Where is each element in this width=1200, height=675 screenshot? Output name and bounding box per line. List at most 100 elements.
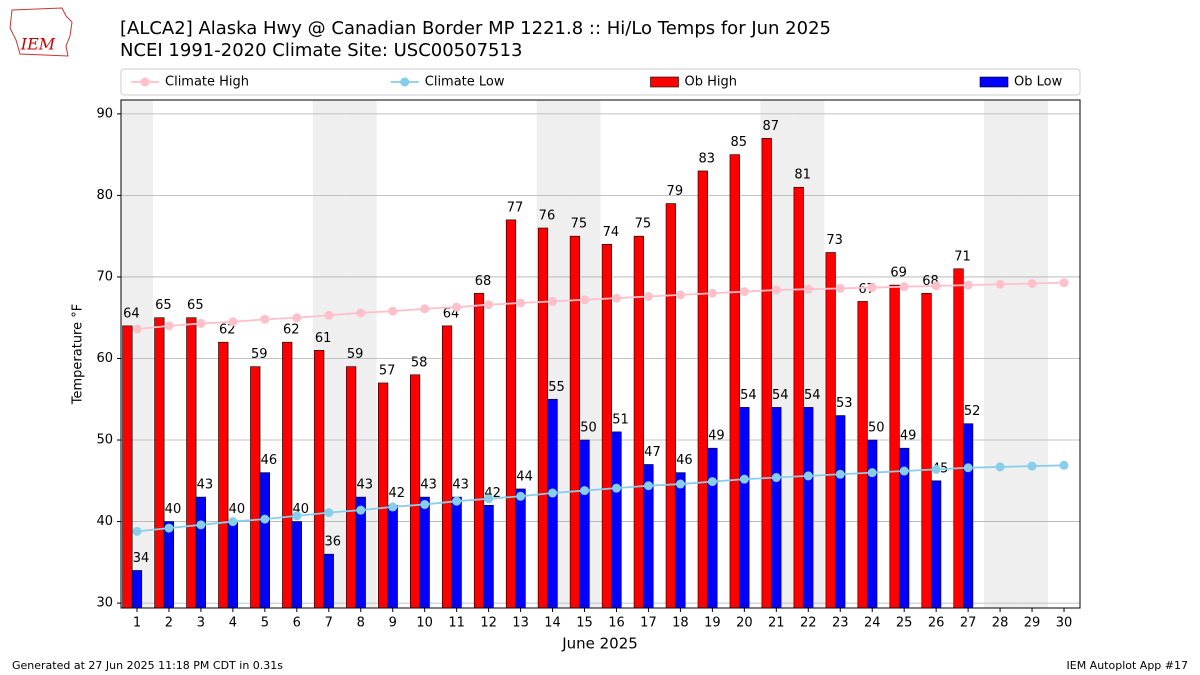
line-marker — [995, 279, 1005, 289]
data-label: 73 — [826, 233, 843, 248]
x-tick-label: 1 — [133, 616, 141, 631]
line-marker — [228, 517, 238, 527]
line-marker — [899, 466, 909, 476]
bar — [729, 154, 740, 609]
data-label: 79 — [667, 184, 684, 199]
line-marker — [803, 284, 813, 294]
bar — [857, 301, 868, 609]
bar — [675, 472, 686, 609]
weekend-shade — [984, 100, 1017, 608]
bar — [835, 415, 846, 609]
data-label: 40 — [229, 502, 246, 517]
line-marker — [484, 300, 494, 310]
bar — [697, 170, 708, 609]
data-label: 44 — [516, 469, 533, 484]
data-label: 53 — [836, 396, 853, 411]
line-marker — [675, 479, 685, 489]
line-marker — [516, 298, 526, 308]
y-tick-label: 40 — [96, 514, 113, 529]
data-label: 62 — [283, 323, 300, 338]
bar — [483, 504, 494, 609]
line-marker — [484, 494, 494, 504]
data-label: 47 — [644, 445, 661, 460]
bar — [537, 227, 549, 609]
plot-frame — [120, 99, 1081, 609]
legend-label: Ob Low — [1014, 75, 1063, 90]
line-marker — [803, 471, 813, 481]
data-label: 43 — [452, 478, 469, 493]
x-tick-label: 17 — [640, 616, 657, 631]
line-marker — [164, 523, 174, 533]
line-marker — [771, 473, 781, 483]
line-marker — [164, 321, 174, 331]
x-tick-label: 4 — [229, 616, 237, 631]
data-label: 50 — [868, 421, 885, 436]
line-marker — [548, 488, 558, 498]
line-marker — [292, 313, 302, 323]
data-label: 75 — [635, 217, 652, 232]
logo-outline — [9, 7, 73, 57]
bar — [921, 292, 932, 609]
x-tick-label: 7 — [325, 616, 333, 631]
bar — [250, 366, 261, 609]
data-label: 87 — [762, 119, 779, 134]
x-tick-label: 14 — [544, 616, 561, 631]
data-label: 65 — [155, 298, 172, 313]
data-label: 75 — [571, 217, 588, 232]
data-label: 50 — [580, 421, 597, 436]
line-marker — [739, 287, 749, 297]
bar — [665, 203, 676, 609]
line-marker — [867, 283, 877, 293]
x-tick-label: 9 — [389, 616, 397, 631]
x-tick-label: 20 — [736, 616, 753, 631]
data-label: 46 — [261, 453, 278, 468]
data-label: 54 — [740, 388, 757, 403]
line-marker — [132, 526, 142, 536]
bar — [282, 341, 293, 609]
line-marker — [867, 468, 877, 478]
data-label: 74 — [603, 225, 620, 240]
line-marker — [324, 508, 334, 518]
data-label: 43 — [356, 478, 373, 493]
x-tick-label: 16 — [608, 616, 625, 631]
bar — [195, 496, 207, 609]
x-tick-label: 19 — [704, 616, 721, 631]
x-tick-label: 27 — [960, 616, 977, 631]
bar — [707, 447, 718, 609]
data-label: 43 — [197, 478, 214, 493]
legend-swatch-marker — [140, 77, 150, 87]
line-marker — [643, 292, 653, 302]
bar — [889, 284, 900, 609]
data-label: 36 — [325, 535, 342, 550]
bar — [739, 407, 750, 609]
line-marker — [356, 505, 366, 515]
chart-title: [ALCA2] Alaska Hwy @ Canadian Border MP … — [120, 18, 831, 39]
line-marker — [580, 295, 590, 305]
x-tick-label: 28 — [992, 616, 1009, 631]
line-marker — [356, 308, 366, 318]
bar — [473, 292, 485, 609]
line-marker — [835, 283, 845, 293]
line-marker — [611, 293, 621, 303]
x-tick-label: 23 — [832, 616, 849, 631]
footer-right: IEM Autoplot App #17 — [1067, 659, 1189, 672]
x-tick-label: 8 — [357, 616, 365, 631]
data-label: 69 — [890, 266, 907, 281]
x-tick-label: 21 — [768, 616, 785, 631]
bar — [761, 138, 772, 609]
bar — [419, 496, 430, 609]
line — [136, 464, 1065, 533]
line-marker — [196, 318, 206, 328]
bar — [825, 252, 836, 609]
line-marker — [388, 306, 398, 316]
line-marker — [675, 290, 685, 300]
y-tick-label: 60 — [96, 351, 113, 366]
x-tick-label: 18 — [672, 616, 689, 631]
line-marker — [580, 486, 590, 496]
bar — [611, 431, 622, 609]
y-tick-label: 90 — [96, 106, 113, 121]
bar — [387, 504, 398, 609]
data-label: 62 — [219, 323, 236, 338]
bar — [793, 186, 804, 609]
